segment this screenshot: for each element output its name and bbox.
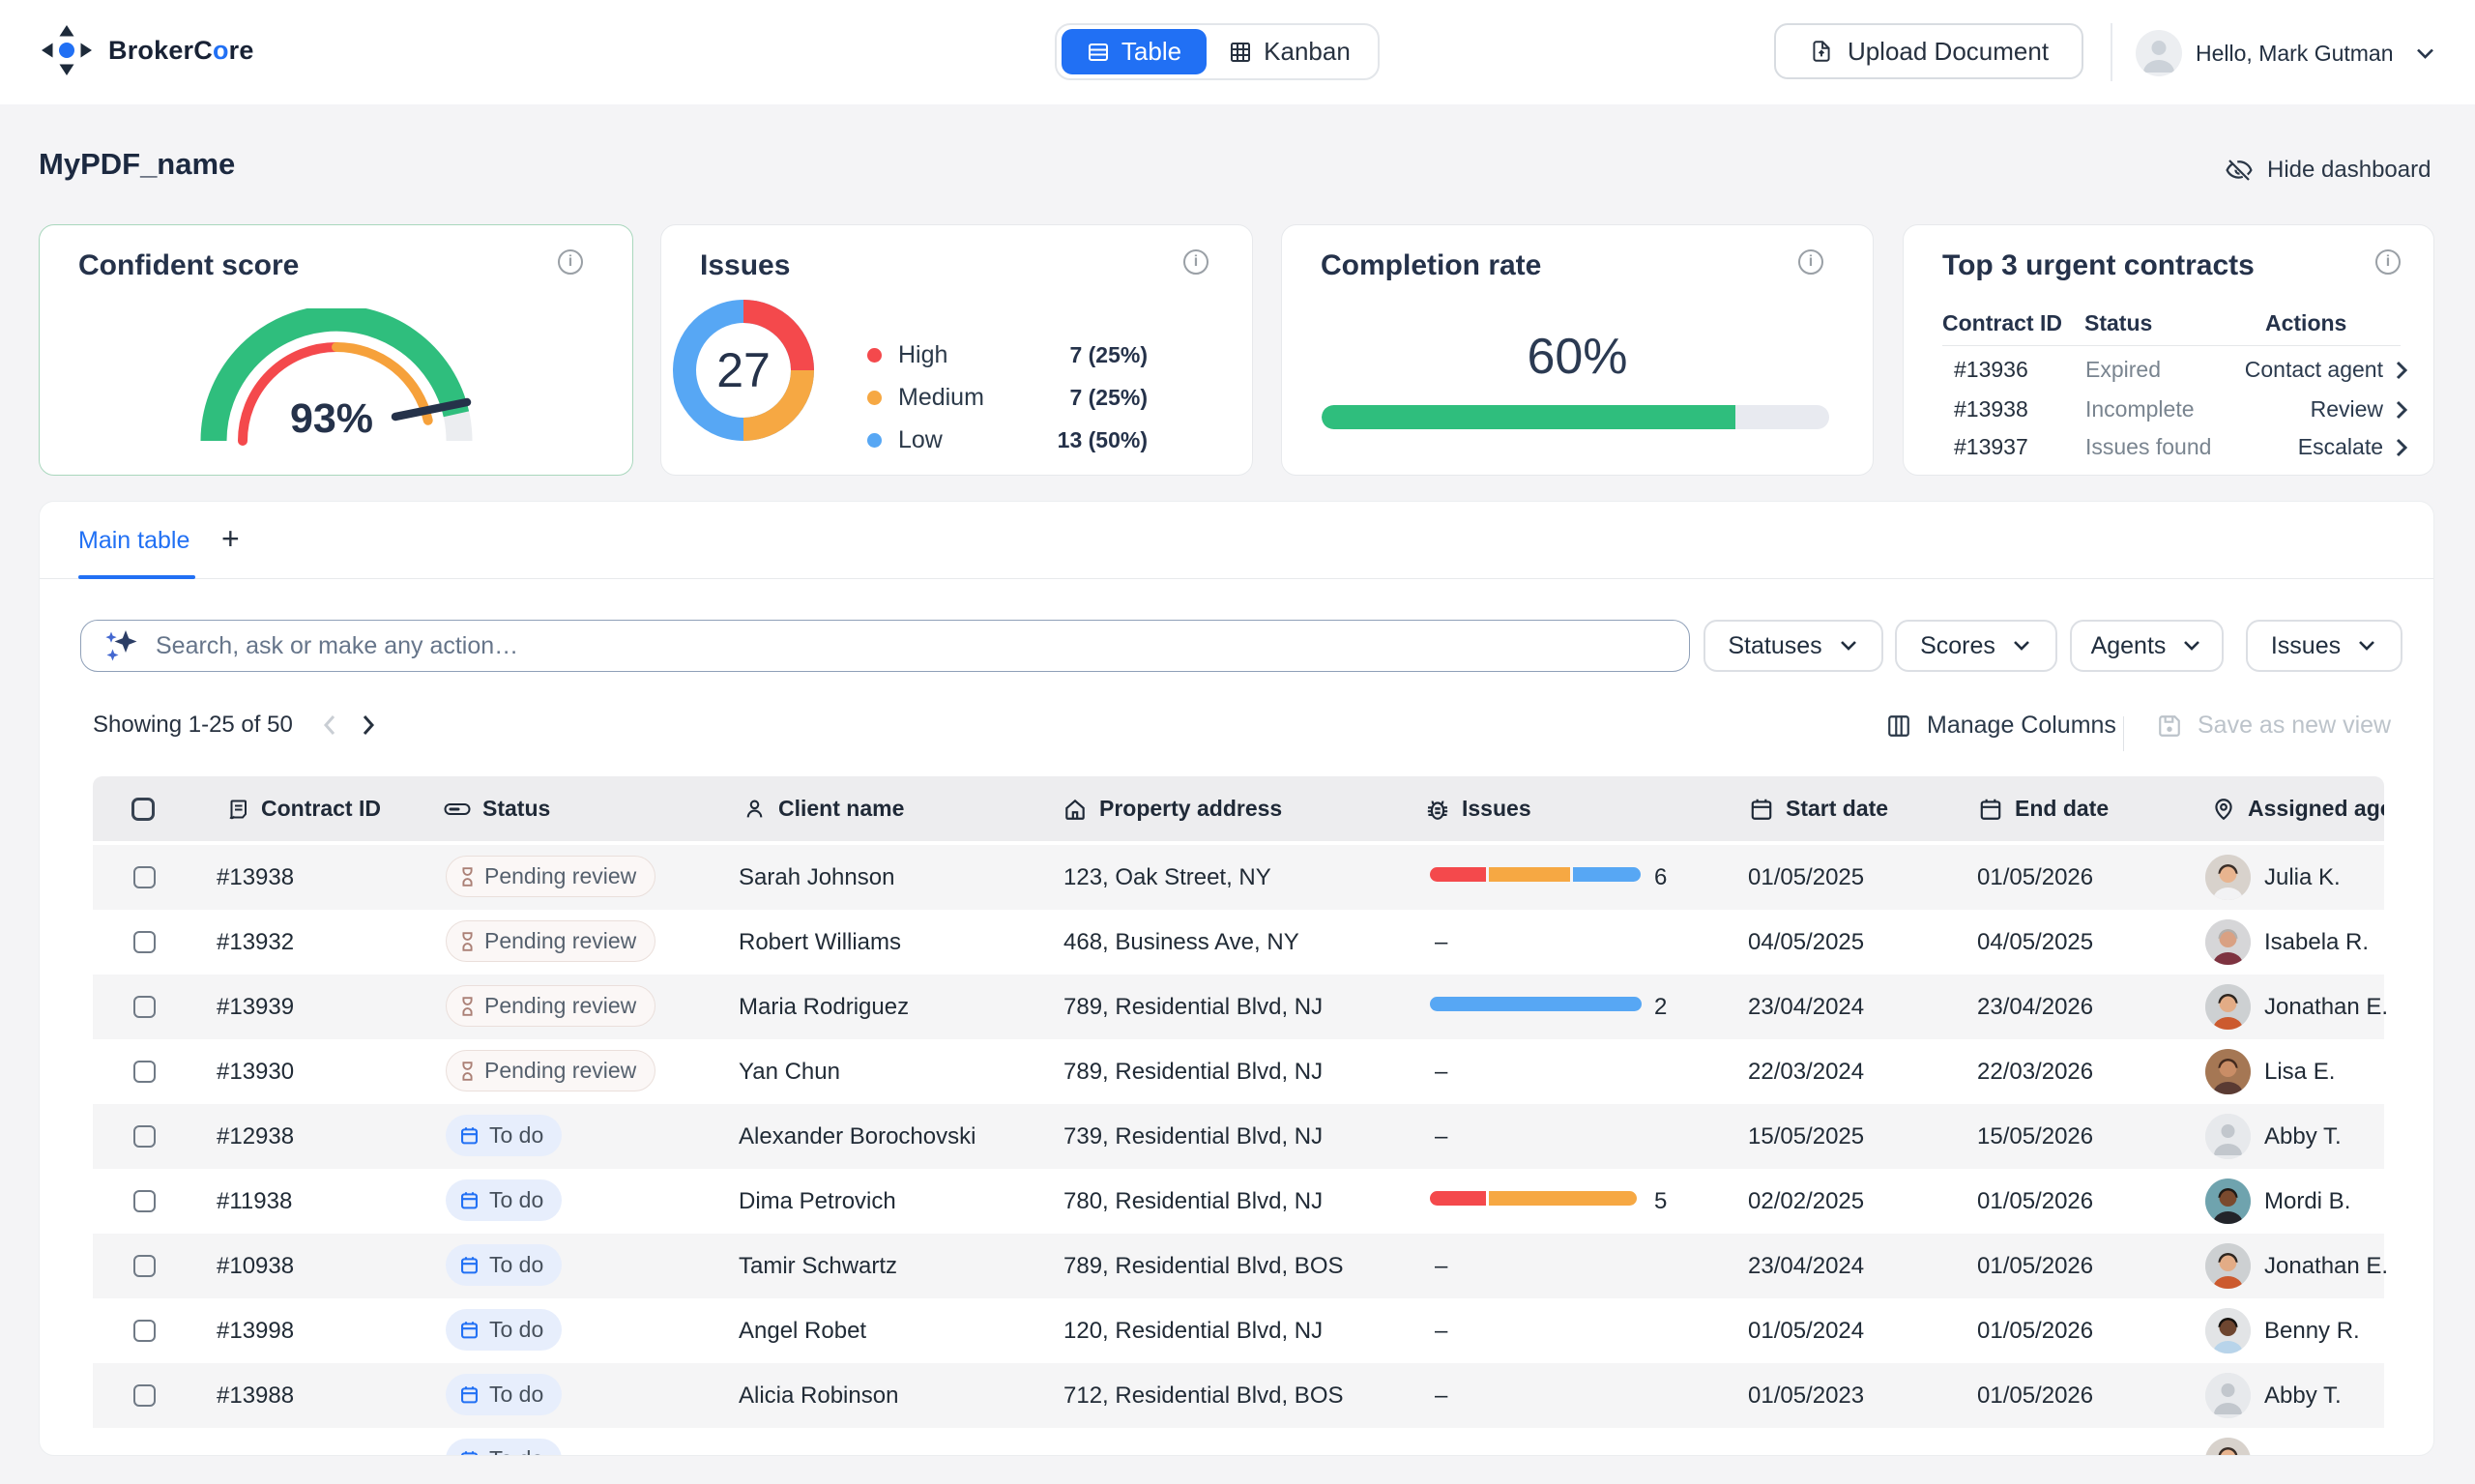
svg-text:27: 27 — [716, 343, 771, 397]
